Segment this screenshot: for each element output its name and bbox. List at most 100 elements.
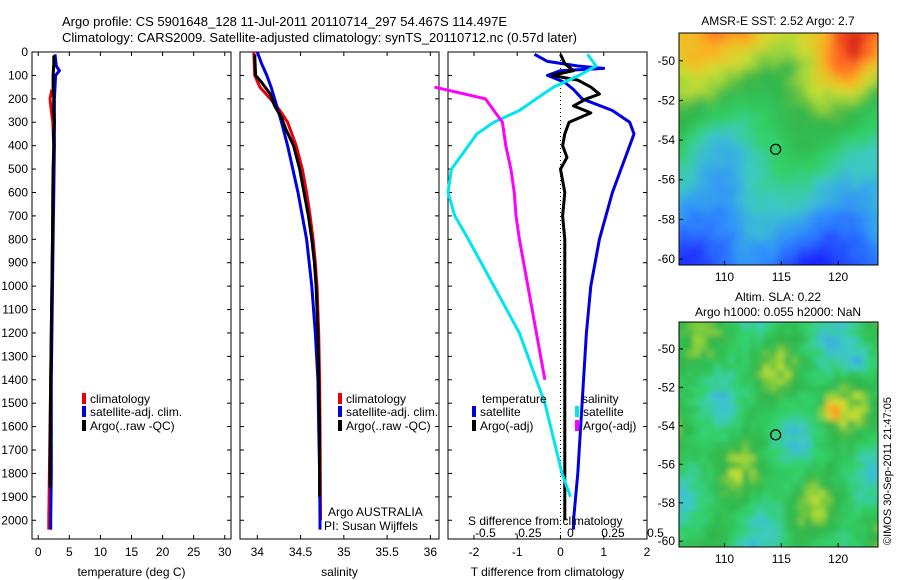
map-cell [679,150,689,160]
map-cell [784,539,792,547]
map-cell [721,427,729,435]
map-cell [700,532,708,540]
map-cell [742,441,750,449]
map-cell [805,378,813,386]
map-cell [724,195,734,205]
map-cell [700,350,708,358]
map-cell [823,249,833,259]
map-cell [840,532,848,540]
legend-swatch-s-satellite [575,406,579,417]
y-tick-label: 1400 [1,373,28,387]
map-cell [686,476,694,484]
map-cell [707,329,715,337]
legend-label-argo: Argo(..raw -QC) [346,419,431,433]
map-cell [742,420,750,428]
map-cell [812,441,820,449]
map-cell [686,399,694,407]
map-cell [791,525,799,533]
map-cell [826,483,834,491]
map-cell [805,532,813,540]
argo-position-marker [770,143,782,155]
map-cell [805,399,813,407]
map-cell [861,490,869,498]
map-cell [841,150,851,160]
map-cell [707,406,715,414]
map-cell [714,427,722,435]
map-cell [700,455,708,463]
map-cell [733,132,743,142]
x2-tick-label: -0.5 [475,526,496,540]
map-cell [724,69,734,79]
map-cell [751,177,761,187]
sst-map-axes: 110 115 120-50-52-54-56-58-60 [658,54,849,284]
temperature-plot: 0 5 10 15 20 25 300100200300400500600700800900… [1,45,231,579]
map-cell [861,371,869,379]
map-cell [714,371,722,379]
map-cell [798,504,806,512]
map-cell [777,343,785,351]
map-cell [735,448,743,456]
map-cell [742,168,752,178]
map-cell [819,378,827,386]
map-cell [714,532,722,540]
map-cell [886,33,896,43]
map-cell [756,322,764,330]
map-cell [778,78,788,88]
map-cell [868,441,876,449]
map-cell [812,336,820,344]
map-cell [854,525,862,533]
map-cell [805,69,815,79]
map-cell [833,462,841,470]
map-cell [868,132,878,142]
map-cell [706,87,716,97]
map-cell [686,357,694,365]
map-cell [840,539,848,547]
map-cell [714,469,722,477]
map-cell [791,336,799,344]
map-cell [706,96,716,106]
x-tick-label: 120 [828,552,848,566]
map-cell [756,539,764,547]
map-cell [882,315,890,323]
map-cell [735,392,743,400]
map-cell [840,448,848,456]
map-cell [735,322,743,330]
map-cell [728,504,736,512]
x2-tick-label: 0 [567,526,574,540]
map-cell [805,322,813,330]
map-cell [733,195,743,205]
map-cell [700,413,708,421]
map-cell [749,462,757,470]
map-cell [814,258,824,265]
map-cell [868,357,876,365]
map-cell [854,434,862,442]
map-cell [832,195,842,205]
map-cell [686,434,694,442]
map-cell [823,123,833,133]
map-cell [798,413,806,421]
map-cell [697,96,707,106]
map-cell [850,231,860,241]
map-cell [833,469,841,477]
map-cell [760,231,770,241]
map-cell [686,469,694,477]
map-cell [882,385,890,393]
map-cell [760,51,770,61]
map-cell [850,249,860,259]
map-cell [742,553,750,561]
map-cell [805,213,815,223]
map-cell [805,462,813,470]
map-cell [875,525,878,533]
map-cell [812,511,820,519]
map-cell [823,114,833,124]
y-tick-label: 600 [8,185,28,199]
map-cell [886,267,896,277]
map-cell [693,553,701,561]
map-cell [778,42,788,52]
map-cell [760,213,770,223]
map-cell [697,177,707,187]
map-cell [770,322,778,330]
map-cell [805,525,813,533]
map-cell [826,532,834,540]
map-cell [749,539,757,547]
